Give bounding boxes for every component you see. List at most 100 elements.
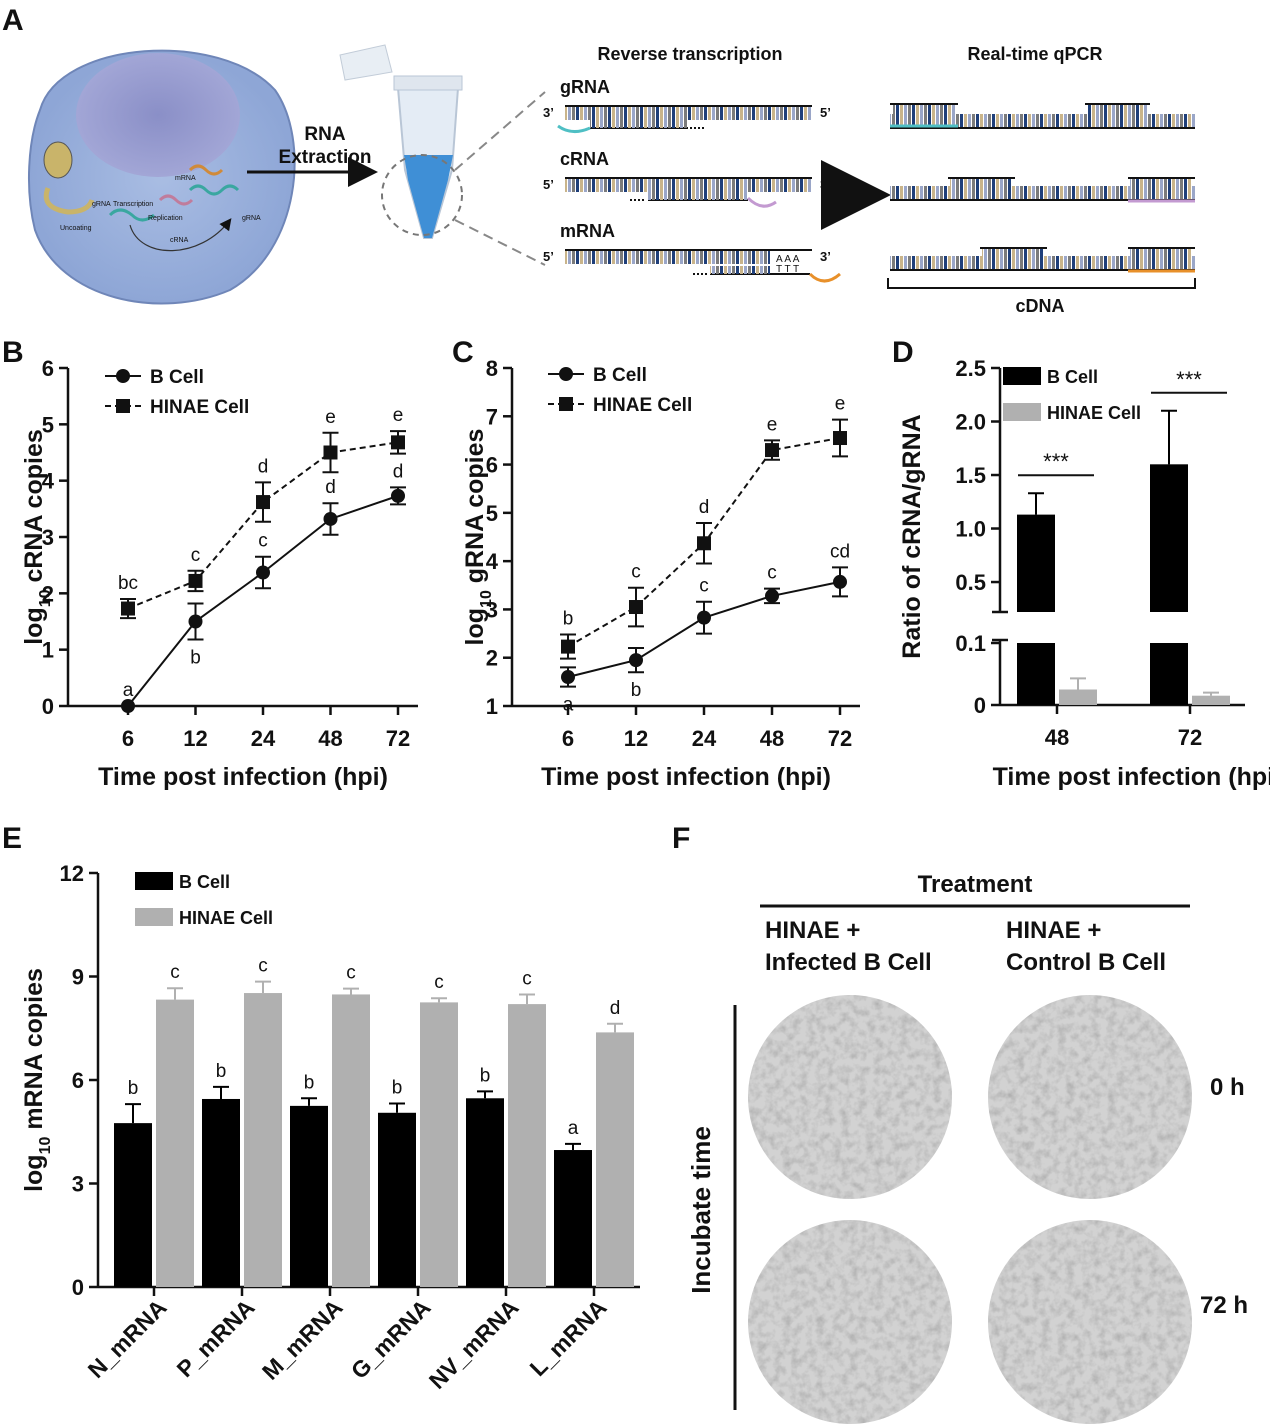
strand-end: 3’: [543, 105, 554, 120]
y-tick-label: 1.0: [955, 517, 986, 542]
x-tick-label: 12: [183, 726, 207, 751]
marker: [765, 443, 779, 458]
x-tick-label: 12: [624, 726, 648, 751]
error-bar: [301, 1097, 317, 1106]
legend-swatch: [1003, 403, 1041, 421]
marker: [323, 445, 338, 460]
bar: [244, 993, 282, 1287]
x-axis-label: Time post infection (hpi): [541, 763, 831, 791]
legend-label: B Cell: [593, 365, 647, 386]
column-label: Control B Cell: [1006, 949, 1166, 976]
qpcr: [887, 103, 1196, 289]
marker: [256, 565, 270, 580]
strand-end: 5’: [543, 177, 554, 192]
panel-label: E: [2, 822, 22, 855]
bar: [466, 1098, 504, 1287]
data-letter: b: [563, 609, 574, 630]
y-axis-label-part: mRNA copies: [20, 968, 48, 1137]
virion: [43, 141, 73, 179]
zoom-circle: [381, 154, 463, 236]
bar: [1150, 464, 1188, 612]
y-axis-label-part: Ratio of cRNA/gRNA: [898, 414, 926, 658]
data-letter: c: [170, 962, 180, 983]
cell-label: cRNA: [170, 237, 189, 244]
error-bar: [1161, 409, 1177, 465]
marker: [188, 614, 203, 629]
marker: [256, 495, 270, 510]
bar: [1059, 689, 1097, 705]
arrow: [129, 218, 232, 252]
legend-label: B Cell: [179, 872, 230, 892]
column-title: Reverse transcription: [597, 44, 782, 64]
panel-label: A: [2, 4, 24, 37]
x-tick-label: 24: [251, 726, 276, 751]
bar: [554, 1150, 592, 1287]
column-label: HINAE +: [1006, 917, 1101, 944]
bar: [1017, 514, 1055, 612]
panel-f: Treatment HINAE + Infected B Cell HINAE …: [686, 871, 1248, 1424]
step-label: RNA: [304, 124, 345, 145]
data-letter: c: [258, 956, 268, 977]
significance-label: ***: [1176, 367, 1202, 392]
legend-marker: [559, 397, 573, 411]
strand-end: 3’: [820, 249, 831, 264]
column-label: HINAE +: [765, 917, 860, 944]
cell-label: mRNA: [175, 175, 196, 182]
marker: [561, 639, 575, 654]
row-label: 72 h: [1200, 1292, 1248, 1319]
y-axis-label: log10 gRNA copies: [461, 429, 495, 646]
micrograph: [748, 995, 952, 1199]
y-tick-label: 2.5: [955, 356, 986, 381]
error-bar: [519, 993, 535, 1005]
y-axis-label: Ratio of cRNA/gRNA: [898, 414, 926, 658]
x-tick-label: 72: [1178, 725, 1202, 750]
rna: [188, 184, 240, 196]
line: [127, 441, 399, 610]
y-axis-label-part: log: [20, 607, 48, 645]
strand-end: 5’: [543, 249, 554, 264]
data-letter: b: [392, 1077, 403, 1098]
y-tick-label: 9: [72, 965, 84, 990]
error-bar: [1028, 492, 1044, 515]
x-tick-label: N_mRNA: [83, 1294, 172, 1383]
strand-name: cRNA: [560, 149, 609, 169]
y-tick-label: 0: [42, 694, 54, 719]
y-tick-label: 7: [486, 404, 498, 429]
error-bar: [565, 1142, 581, 1151]
x-axis-label: Time post infection (hpi): [98, 763, 388, 791]
error-bar: [389, 1102, 405, 1113]
marker: [188, 573, 203, 588]
data-letter: c: [346, 963, 356, 984]
data-letter: d: [393, 461, 404, 482]
poly-t: T T T: [776, 264, 799, 275]
zoom-line: [454, 219, 546, 266]
cell-label: Uncoating: [60, 225, 92, 232]
bases: [710, 266, 770, 274]
marker: [765, 588, 779, 603]
data-letter: c: [434, 972, 444, 993]
poly-a: A A A: [776, 254, 800, 265]
data-letter: c: [522, 968, 532, 989]
bar: [1192, 695, 1230, 705]
x-tick-label: 48: [318, 726, 342, 751]
marker: [833, 431, 847, 446]
y-tick-label: 3: [42, 525, 54, 550]
strand-name: mRNA: [560, 221, 615, 241]
error-bar: [255, 980, 271, 994]
data-letter: d: [610, 998, 621, 1019]
cell-label: Replication: [148, 215, 183, 222]
y-tick-label: 1: [42, 638, 54, 663]
y-tick-label: 0.1: [955, 631, 986, 656]
data-letter: a: [123, 680, 134, 701]
data-letter: cd: [830, 541, 850, 562]
y-tick-label: 0: [72, 1275, 84, 1300]
data-letter: b: [190, 648, 201, 669]
tube-lid: [339, 44, 393, 81]
marker: [629, 653, 643, 668]
data-letter: c: [767, 563, 777, 584]
data-letter: b: [128, 1078, 139, 1099]
data-letter: d: [325, 477, 336, 498]
bases: [565, 179, 812, 192]
